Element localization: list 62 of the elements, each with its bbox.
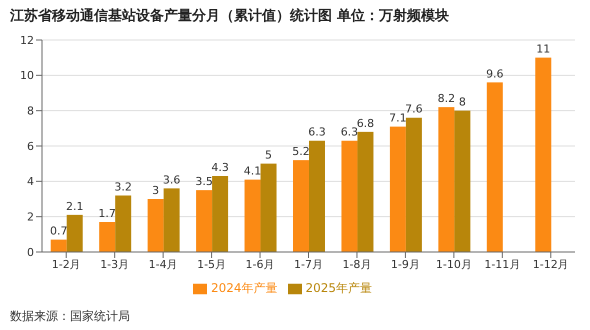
bar: [390, 126, 406, 252]
y-tick-label: 0: [27, 246, 34, 259]
x-tick-label: 1-8月: [342, 258, 372, 271]
bar: [260, 164, 277, 252]
legend-label: 2024年产量: [210, 281, 278, 295]
x-tick-label: 1-6月: [246, 258, 275, 271]
data-label: 6.8: [356, 116, 374, 130]
bar: [164, 188, 180, 252]
y-tick-label: 10: [20, 69, 34, 82]
x-tick-label: 1-12月: [532, 258, 569, 271]
bar: [535, 58, 552, 252]
x-tick-label: 1-2月: [52, 258, 81, 271]
data-label: 5: [265, 148, 272, 162]
data-label: 7.6: [405, 102, 423, 116]
bar: [357, 132, 374, 252]
bar: [212, 176, 228, 252]
y-tick-label: 2: [27, 210, 34, 224]
x-tick-label: 1-4月: [148, 258, 178, 271]
y-tick-label: 8: [27, 104, 34, 118]
bar: [244, 180, 261, 252]
x-tick-label: 1-3月: [100, 258, 130, 271]
bar: [196, 190, 212, 252]
x-tick-label: 1-7月: [294, 258, 323, 271]
bar: [148, 199, 164, 252]
legend-label: 2025年产量: [306, 281, 372, 295]
bar: [454, 110, 470, 252]
bar: [50, 240, 67, 252]
data-label: 3.2: [114, 180, 132, 194]
data-label: 8: [458, 96, 466, 109]
y-tick-label: 12: [20, 34, 34, 47]
y-tick-label: 6: [27, 140, 34, 153]
data-label: 7.1: [389, 112, 407, 125]
bar: [341, 140, 358, 252]
data-label: 3: [152, 184, 160, 197]
x-tick-label: 1-9月: [390, 258, 420, 271]
bar: [406, 118, 422, 252]
data-label: 3.5: [195, 175, 213, 188]
data-label: 4.3: [211, 161, 229, 174]
source-note: 数据来源：国家统计局: [10, 308, 130, 325]
bar: [115, 195, 132, 252]
bar: [99, 222, 116, 252]
data-label: 5.2: [292, 145, 310, 158]
bar: [438, 107, 454, 252]
data-label: 6.3: [340, 126, 358, 139]
bar: [292, 160, 309, 252]
data-label: 1.7: [98, 206, 116, 220]
x-tick-label: 1-10月: [436, 258, 472, 271]
data-label: 3.6: [162, 173, 180, 186]
bar: [308, 140, 325, 252]
y-tick-label: 4: [27, 175, 34, 188]
x-tick-label: 1-5月: [197, 258, 226, 271]
data-label: 6.3: [308, 126, 326, 139]
data-label: 4.1: [244, 164, 262, 178]
bar: [486, 82, 503, 252]
data-label: 2.1: [66, 200, 84, 213]
data-label: 11: [536, 42, 550, 56]
bar: [66, 214, 83, 252]
data-label: 0.7: [50, 224, 68, 238]
x-tick-label: 1-11月: [484, 258, 520, 271]
chart-title: 江苏省移动通信基站设备产量分月（累计值）统计图 单位：万射频模块: [10, 7, 449, 25]
data-label: 9.6: [486, 67, 504, 80]
data-label: 8.2: [438, 92, 456, 106]
